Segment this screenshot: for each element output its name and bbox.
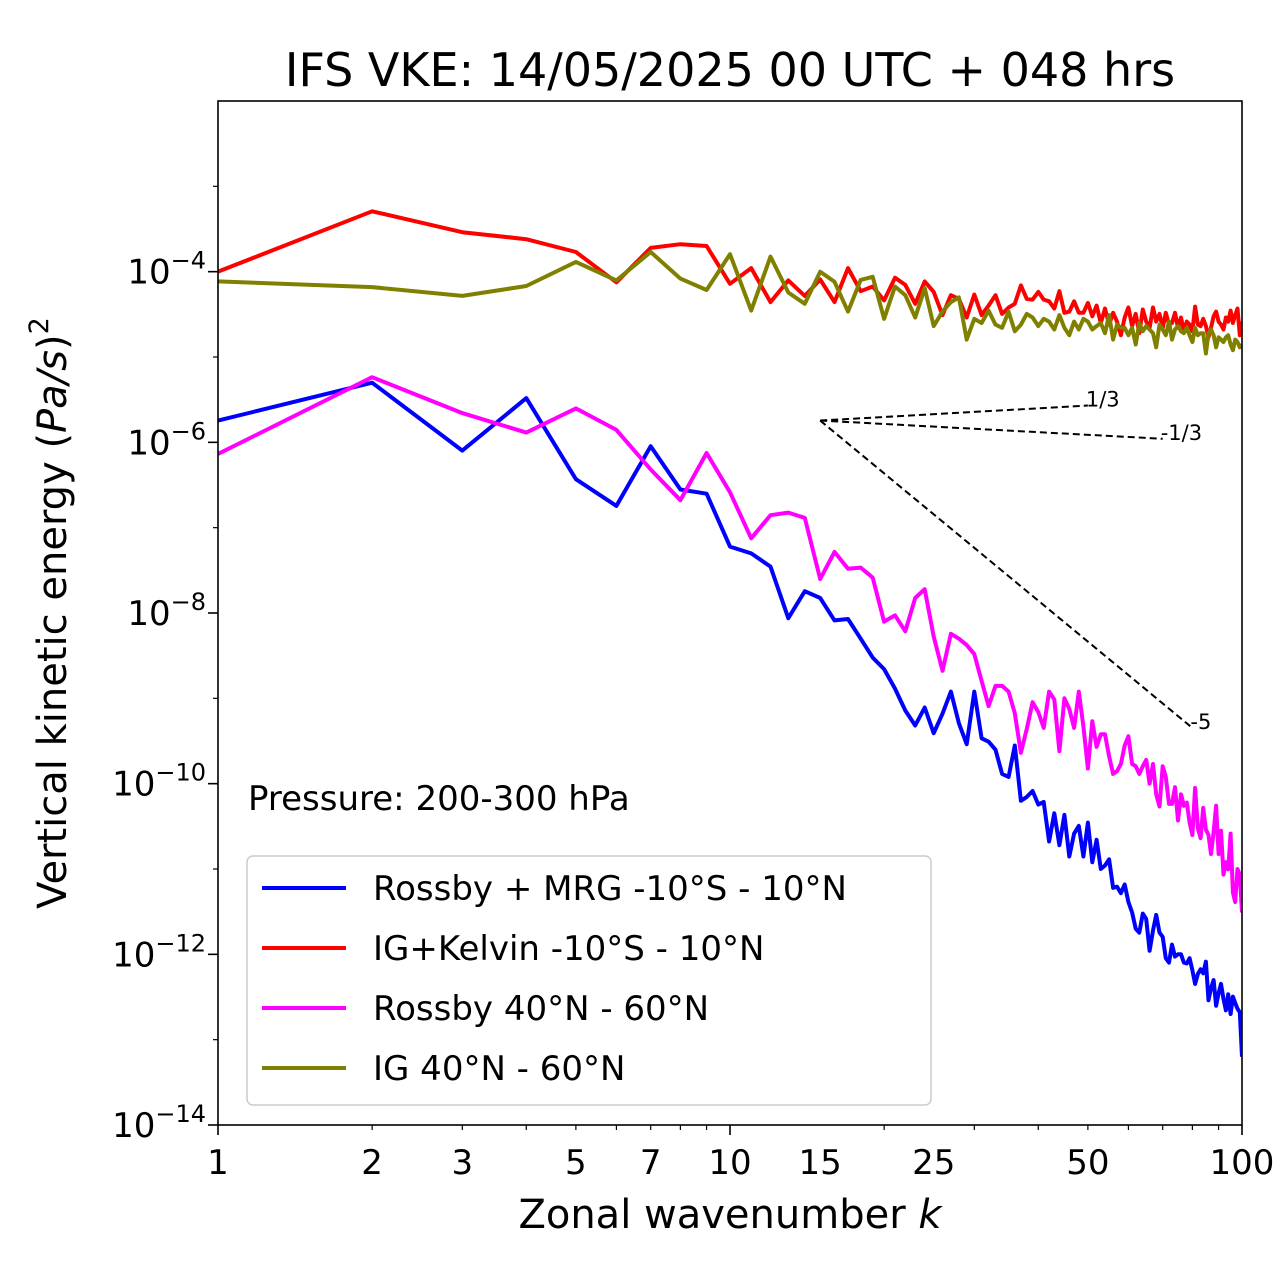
legend-label-2: IG+Kelvin -10°S - 10°N — [373, 929, 764, 969]
legend-label-1: Rossby + MRG -10°S - 10°N — [373, 869, 847, 909]
y-tick-label: 10−6 — [127, 417, 206, 463]
x-tick-label: 10 — [708, 1143, 751, 1183]
legend-label-3: Rossby 40°N - 60°N — [373, 989, 709, 1029]
legend-label-4: IG 40°N - 60°N — [373, 1049, 625, 1089]
plot-area: 1/3-1/3-5 1 2 3 5 7 10 15 25 50 100 10−410−610−81… — [112, 100, 1274, 1183]
reference-slope-label-1: 1/3 — [1086, 388, 1120, 412]
reference-slope-line-1 — [820, 404, 1088, 422]
x-tick-label: 100 — [1210, 1143, 1275, 1183]
x-tick-label: 1 — [207, 1143, 229, 1183]
y-tick-label: 10−4 — [127, 247, 206, 293]
series-layer — [218, 209, 1242, 1057]
reference-slope-label-3: -5 — [1190, 710, 1211, 734]
series-line-4 — [218, 250, 1242, 356]
reference-slopes: 1/3 -1/3 -5 — [819, 388, 1211, 734]
x-tick-label: 3 — [451, 1143, 473, 1183]
legend: Rossby + MRG -10°S - 10°N IG+Kelvin -10°S… — [246, 855, 932, 1106]
reference-slope-line-3 — [819, 419, 1194, 729]
y-tick-label: 10−12 — [112, 929, 206, 975]
chart-title: IFS VKE: 14/05/2025 00 UTC + 048 hrs — [285, 43, 1175, 97]
x-tick-label: 25 — [912, 1143, 955, 1183]
x-ticks: 1 2 3 5 7 10 15 25 50 100 — [207, 1125, 1274, 1183]
x-tick-label: 50 — [1066, 1143, 1109, 1183]
reference-slope-label-2: -1/3 — [1161, 421, 1202, 445]
series-line-1 — [218, 380, 1242, 1057]
y-axis-label: Vertical kinetic energy (Pa/s)2 — [24, 317, 76, 909]
y-tick-label: 10−10 — [112, 759, 206, 805]
series-line-3 — [218, 375, 1242, 913]
legend-box — [246, 855, 932, 1106]
x-tick-label: 2 — [361, 1143, 383, 1183]
x-axis-label: Zonal wavenumber k — [518, 1192, 943, 1238]
y-ticks: 10−4 10−6 10−8 10−10 10−12 10−14 — [112, 185, 218, 1146]
y-tick-label: 10−14 — [112, 1100, 206, 1146]
pressure-annotation: Pressure: 200-300 hPa — [248, 779, 630, 819]
y-tick-label: 10−8 — [127, 588, 206, 634]
x-tick-label: 7 — [640, 1143, 662, 1183]
x-tick-label: 5 — [565, 1143, 587, 1183]
series-line-2 — [218, 209, 1242, 340]
reference-slope-line-2 — [820, 419, 1163, 440]
x-tick-label: 15 — [799, 1143, 842, 1183]
